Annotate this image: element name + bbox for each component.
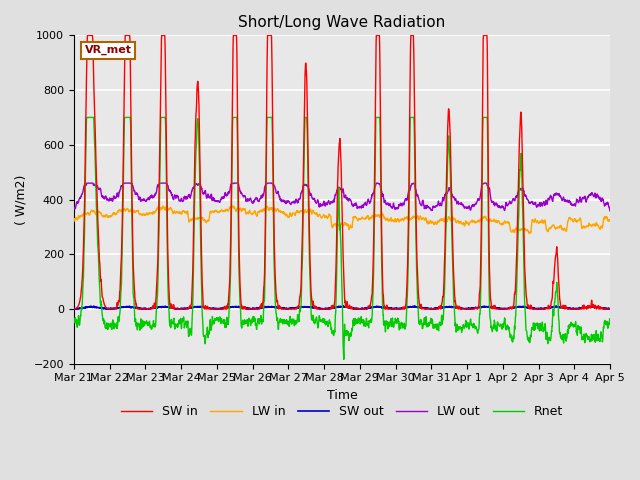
Rnet xyxy=(498,326,506,332)
Legend: SW in, LW in, SW out, LW out, Rnet: SW in, LW in, SW out, LW out, Rnet xyxy=(116,400,568,423)
Line: LW out: LW out xyxy=(74,183,610,211)
Rnet xyxy=(369,289,377,295)
SW in xyxy=(498,306,506,312)
LW in xyxy=(525,230,533,236)
LW out xyxy=(369,191,377,196)
LW in xyxy=(574,217,582,223)
Rnet xyxy=(606,317,614,323)
Line: SW in: SW in xyxy=(74,36,610,309)
SW out xyxy=(220,305,227,311)
SW in xyxy=(559,303,567,309)
LW out xyxy=(70,205,77,211)
SW out xyxy=(606,306,614,312)
Rnet xyxy=(340,357,348,362)
Rnet xyxy=(406,115,414,120)
SW in xyxy=(369,263,377,268)
SW out xyxy=(559,304,567,310)
LW out xyxy=(220,195,227,201)
LW out xyxy=(574,199,582,204)
SW in xyxy=(574,306,582,312)
LW in xyxy=(228,203,236,208)
SW out xyxy=(358,305,365,311)
Rnet xyxy=(220,320,227,326)
SW in xyxy=(70,306,77,312)
LW out xyxy=(606,208,614,214)
Text: VR_met: VR_met xyxy=(84,45,131,56)
X-axis label: Time: Time xyxy=(326,389,357,402)
SW out xyxy=(72,306,79,312)
Y-axis label: ( W/m2): ( W/m2) xyxy=(15,174,28,225)
SW out xyxy=(552,303,560,309)
LW in xyxy=(220,209,227,215)
SW in xyxy=(358,306,365,312)
SW out xyxy=(498,306,506,312)
Rnet xyxy=(358,318,365,324)
SW out xyxy=(70,305,77,311)
LW out xyxy=(481,180,489,186)
Line: SW out: SW out xyxy=(74,306,610,309)
LW in xyxy=(606,217,614,223)
SW out xyxy=(369,304,377,310)
SW in xyxy=(372,33,380,38)
SW out xyxy=(574,306,582,312)
Rnet xyxy=(574,323,582,328)
SW in xyxy=(185,306,193,312)
Rnet xyxy=(559,336,567,341)
LW in xyxy=(358,216,365,221)
LW in xyxy=(369,214,377,219)
LW in xyxy=(70,216,77,222)
SW in xyxy=(220,306,227,312)
LW out xyxy=(357,205,365,211)
Title: Short/Long Wave Radiation: Short/Long Wave Radiation xyxy=(238,15,445,30)
SW in xyxy=(606,306,614,312)
LW out xyxy=(498,203,506,209)
Rnet xyxy=(70,316,77,322)
LW out xyxy=(559,197,567,203)
Line: Rnet: Rnet xyxy=(74,118,610,360)
Line: LW in: LW in xyxy=(74,205,610,233)
LW in xyxy=(498,222,506,228)
LW in xyxy=(559,226,567,232)
